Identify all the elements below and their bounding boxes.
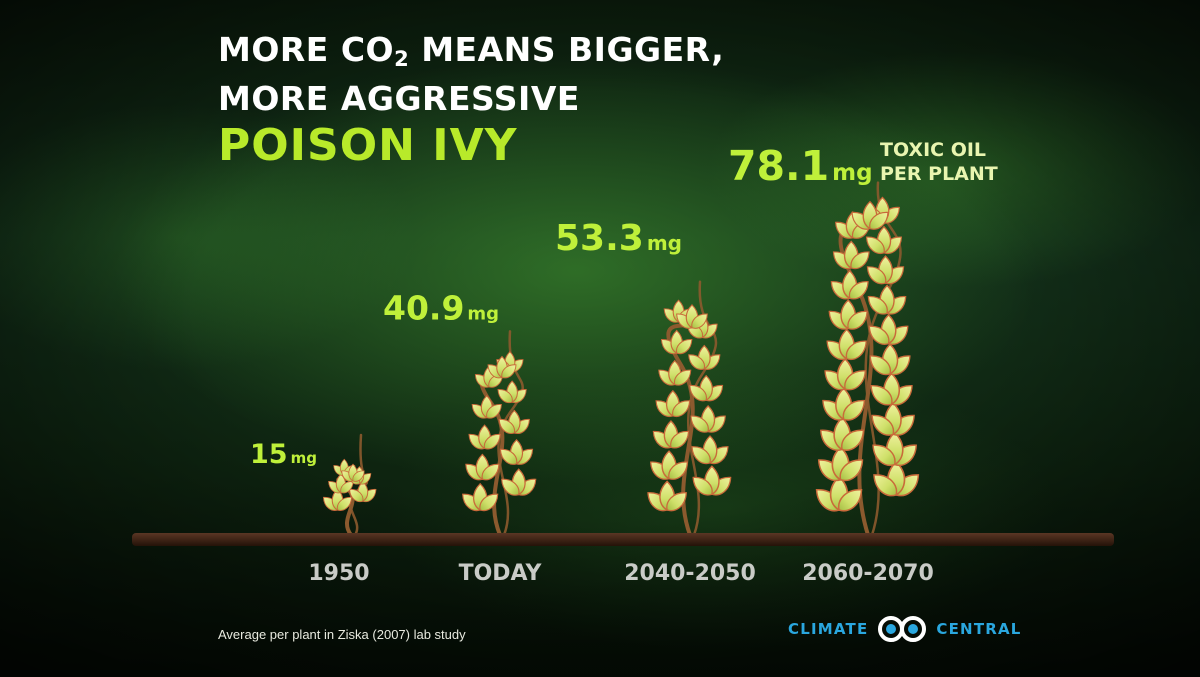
annotation-line-1: TOXIC OIL — [880, 139, 986, 161]
title-line-1: MORE CO2 MEANS BIGGER, — [218, 30, 724, 79]
value-unit: mg — [832, 160, 872, 186]
ground-strip — [132, 533, 1114, 546]
leaf-cluster — [826, 328, 867, 361]
leaf-cluster — [652, 420, 690, 449]
category-label: 2060-2070 — [802, 561, 934, 586]
value-unit: mg — [647, 231, 682, 255]
title-line-1-part-b: MEANS BIGGER, — [409, 30, 725, 69]
leaf-cluster — [873, 460, 920, 497]
leaf-cluster — [471, 395, 502, 419]
value-label: 53.3 mg — [555, 218, 682, 259]
leaf-cluster — [501, 468, 537, 496]
leaf-cluster — [690, 405, 726, 433]
value-number: 53.3 — [555, 218, 644, 259]
leaf-cluster — [499, 438, 534, 465]
title-highlight: POISON IVY — [218, 120, 518, 171]
leaf-cluster — [660, 329, 693, 355]
logo-text-left: CLIMATE — [788, 620, 869, 638]
logo-text-right: CENTRAL — [936, 620, 1022, 638]
value-label: 15 mg — [250, 439, 317, 470]
leaf-cluster — [650, 450, 689, 480]
leaf-cluster — [497, 380, 527, 404]
climate-central-logo: CLIMATE CENTRAL — [788, 614, 1022, 644]
leaf-cluster — [465, 453, 500, 481]
plant-layer — [322, 181, 920, 537]
title-line-2: MORE AGGRESSIVE — [218, 79, 580, 118]
title-line-1-part-a: MORE CO — [218, 30, 395, 69]
leaf-cluster — [692, 465, 732, 496]
leaf-cluster — [691, 435, 729, 465]
leaf-cluster — [866, 255, 905, 285]
leaf-cluster — [871, 401, 915, 436]
leaf-cluster — [868, 313, 909, 345]
value-unit: mg — [467, 303, 499, 324]
leaf-cluster — [865, 225, 903, 254]
leaf-cluster — [462, 482, 499, 512]
category-label: 1950 — [308, 561, 369, 586]
leaf-cluster-top — [676, 304, 708, 329]
plant-2040-2050 — [647, 280, 732, 537]
leaf-cluster-top — [487, 355, 517, 379]
leaf-cluster — [815, 475, 863, 512]
leaf-cluster — [824, 357, 866, 391]
category-label: 2040-2050 — [624, 561, 756, 586]
leaf-cluster — [822, 387, 866, 421]
plant-1950 — [322, 433, 377, 537]
leaf-cluster-top — [341, 463, 365, 482]
value-label: 78.1 mg — [728, 142, 873, 190]
leaf-cluster — [830, 269, 869, 300]
leaf-cluster — [658, 359, 692, 386]
value-unit: mg — [291, 449, 317, 467]
chart-title: MORE CO2 MEANS BIGGER, MORE AGGRESSIVE P… — [218, 30, 724, 173]
value-number: 40.9 — [383, 288, 464, 327]
leaf-cluster — [468, 424, 501, 450]
value-label: 40.9 mg — [383, 288, 499, 327]
leaf-cluster — [828, 299, 868, 330]
annotation-line-2: PER PLANT — [880, 163, 998, 185]
value-number: 15 — [250, 439, 288, 470]
leaf-cluster — [832, 240, 870, 270]
plant-today — [462, 330, 537, 537]
leaf-cluster — [688, 344, 721, 370]
leaf-cluster — [498, 409, 530, 434]
leaf-cluster — [867, 284, 907, 315]
category-label: TODAY — [459, 561, 543, 586]
annotation: TOXIC OIL PER PLANT — [880, 139, 998, 185]
leaf-cluster — [647, 480, 687, 512]
leaf-cluster — [870, 372, 913, 406]
plant-2060-2070 — [815, 181, 920, 537]
leaf-cluster — [655, 389, 691, 417]
title-subscript: 2 — [394, 47, 410, 71]
leaf-cluster-top — [851, 200, 889, 230]
source-note: Average per plant in Ziska (2007) lab st… — [218, 627, 466, 642]
leaf-cluster — [817, 445, 864, 482]
leaf-cluster — [689, 374, 724, 402]
climate-central-infinity-icon — [874, 615, 930, 643]
value-number: 78.1 — [728, 142, 829, 190]
